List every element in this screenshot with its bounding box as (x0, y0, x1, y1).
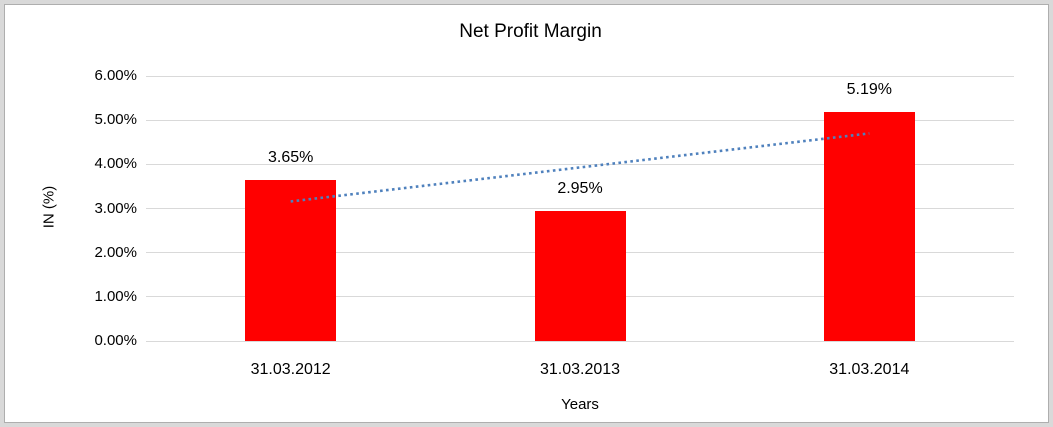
y-tick-label: 1.00% (94, 287, 137, 305)
y-tick-label: 4.00% (94, 155, 137, 173)
x-category-label: 31.03.2013 (539, 361, 621, 378)
gridline (146, 75, 1014, 77)
gridline (146, 163, 1014, 165)
y-tick-label: 3.00% (94, 199, 137, 217)
x-category-label: 31.03.2012 (250, 361, 331, 378)
gridline (146, 119, 1014, 121)
y-tick-label: 6.00% (94, 67, 137, 84)
plot-area (146, 75, 1014, 342)
bar (823, 111, 915, 341)
bar (534, 210, 626, 341)
chart-title: Net Profit Margin (459, 21, 602, 42)
bar-value-label: 5.19% (846, 80, 893, 98)
y-tick-label: 5.00% (94, 111, 137, 129)
x-category-label: 31.03.2014 (829, 361, 910, 378)
bar (245, 179, 337, 341)
y-tick-label: 0.00% (94, 332, 137, 349)
gridline (146, 208, 1014, 209)
x-axis-title: Years (561, 396, 599, 413)
y-tick-label: 2.00% (94, 243, 137, 261)
trendline (290, 132, 870, 203)
gridline (146, 340, 1014, 342)
bar-value-label: 2.95% (557, 179, 603, 197)
bar-value-label: 3.65% (267, 148, 314, 166)
y-axis-title: IN (%) (40, 185, 58, 229)
